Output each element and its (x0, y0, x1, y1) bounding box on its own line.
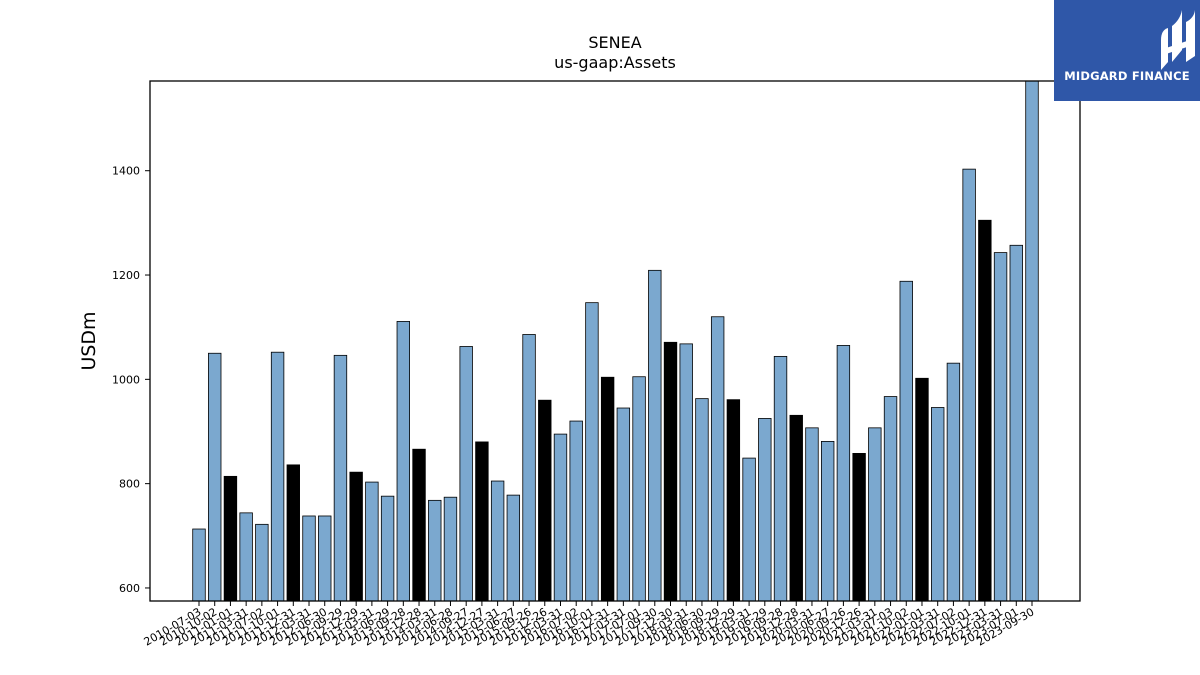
brand-logo-icon (1161, 10, 1195, 70)
bar (899, 280, 913, 602)
bar (223, 475, 238, 602)
bar (412, 448, 426, 602)
bar (490, 480, 505, 602)
bar (648, 269, 662, 602)
bar (349, 471, 363, 602)
bar (506, 494, 521, 602)
bar (805, 427, 819, 602)
bar (365, 481, 379, 602)
x-axis-ticks: 2010-07-032010-10-022011-01-012011-03-31… (142, 601, 1037, 649)
bar (993, 252, 1008, 602)
bar (333, 354, 348, 602)
chart-title: SENEA (588, 33, 641, 52)
bar (443, 496, 458, 602)
bar (1009, 244, 1023, 602)
bar (632, 376, 646, 602)
y-tick-label: 1200 (112, 269, 140, 282)
bar (773, 355, 788, 602)
bar (475, 441, 489, 602)
bar-group (192, 80, 1039, 602)
bar (538, 399, 552, 602)
bar (585, 302, 599, 602)
brand-name: MIDGARD FINANCE (1064, 69, 1190, 83)
bar (679, 343, 693, 602)
bar (758, 418, 772, 602)
bar (553, 433, 568, 602)
bar (318, 515, 332, 602)
bar (459, 346, 473, 602)
y-axis-ticks: 600 800 1000 1200 1400 (112, 165, 150, 595)
bar (428, 499, 442, 602)
bar (836, 345, 851, 602)
bar (616, 407, 631, 602)
bar (931, 407, 945, 602)
bar (255, 523, 269, 602)
bar (915, 377, 929, 602)
bar (270, 351, 285, 602)
bar (663, 341, 678, 602)
plot-frame (149, 80, 1081, 602)
bar (1025, 80, 1039, 602)
bar (742, 457, 756, 602)
bar (302, 515, 316, 602)
bar (789, 414, 803, 602)
bar (695, 398, 709, 602)
bar (239, 512, 253, 602)
bar (946, 362, 961, 602)
bar (600, 376, 615, 602)
bar (569, 420, 583, 602)
chart-subtitle: us-gaap:Assets (554, 53, 676, 72)
y-tick-label: 800 (119, 478, 140, 491)
brand-logo: MIDGARD FINANCE (1054, 0, 1200, 101)
bar (883, 396, 898, 602)
bar (710, 316, 725, 602)
bar (522, 334, 536, 602)
y-tick-label: 1400 (112, 165, 140, 178)
bar (852, 452, 866, 602)
bar (820, 440, 835, 602)
y-axis-label: USDm (78, 311, 100, 370)
bar (978, 219, 992, 602)
bar (192, 528, 206, 602)
y-tick-label: 600 (119, 582, 140, 595)
bar (726, 399, 741, 602)
bar (380, 495, 395, 602)
y-tick-label: 1000 (112, 373, 140, 386)
bar (868, 427, 882, 602)
bar (208, 352, 222, 602)
bar (962, 168, 976, 602)
bar (286, 464, 300, 602)
bar (396, 321, 410, 602)
